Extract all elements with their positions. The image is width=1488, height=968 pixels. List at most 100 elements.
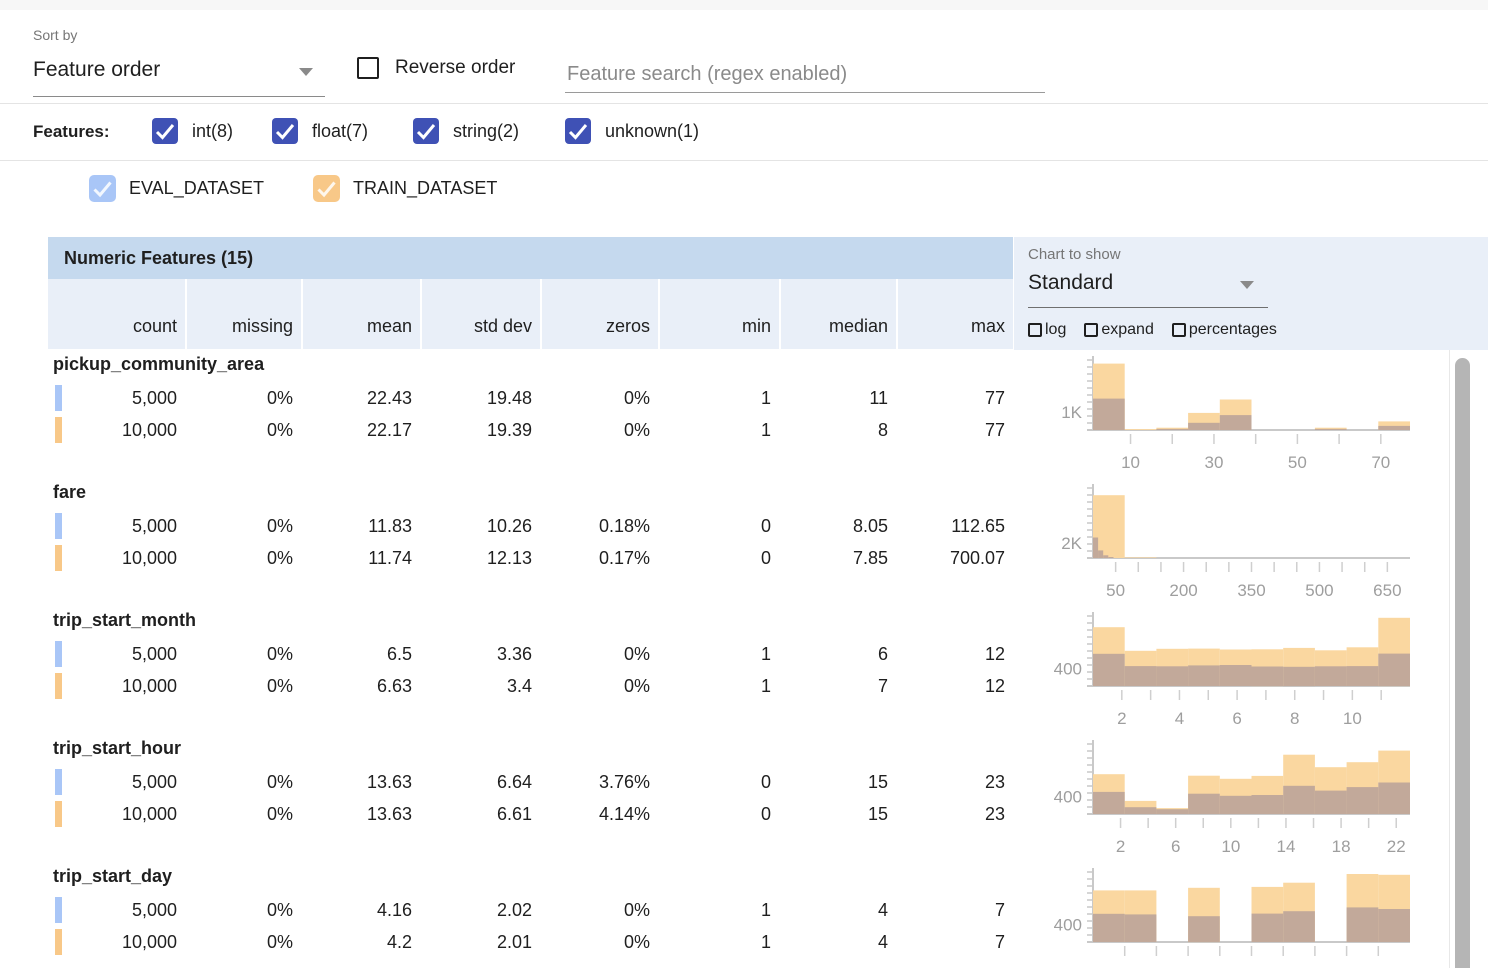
stat-value: 4: [779, 894, 896, 926]
stats-row: 10,0000%11.7412.130.17%07.85700.07: [48, 542, 1013, 574]
expand-checkbox[interactable]: expand: [1084, 321, 1154, 339]
filter-checkbox-string[interactable]: string(2): [413, 118, 519, 144]
stat-value: 1: [658, 382, 779, 414]
stat-value: 6.63: [301, 670, 420, 702]
chevron-down-icon: [299, 68, 313, 76]
y-axis-label: 400: [1054, 916, 1082, 935]
stat-value: 5,000: [48, 766, 185, 798]
reverse-order-checkbox[interactable]: Reverse order: [357, 57, 515, 79]
stat-value: 8.05: [779, 510, 896, 542]
dataset-color-swatch: [55, 545, 62, 571]
filter-checkbox-float[interactable]: float(7): [272, 118, 368, 144]
stat-value: 22.17: [301, 414, 420, 446]
feature-name: pickup_community_area: [53, 354, 264, 375]
stat-value: 5,000: [48, 510, 185, 542]
y-axis-label: 400: [1054, 660, 1082, 679]
checkbox-box: [89, 175, 116, 202]
chart-controls-panel: Chart to show Standard log expand percen…: [1014, 237, 1488, 350]
checkbox-box: [1172, 323, 1186, 337]
check-icon: [89, 175, 116, 202]
stat-value: 0%: [185, 414, 301, 446]
filter-checkbox-int[interactable]: int(8): [152, 118, 233, 144]
filter-label-unknown: unknown(1): [605, 121, 699, 142]
stat-value: 8: [779, 414, 896, 446]
dataset-color-swatch: [55, 769, 62, 795]
dataset-color-swatch: [55, 385, 62, 411]
stat-value: 23: [896, 798, 1013, 830]
percentages-checkbox[interactable]: percentages: [1172, 321, 1277, 339]
stat-value: 2.01: [420, 926, 540, 958]
stat-value: 700.07: [896, 542, 1013, 574]
x-axis-tick-label: 500: [1305, 581, 1333, 600]
search-input[interactable]: [565, 52, 1045, 92]
stat-value: 77: [896, 382, 1013, 414]
stat-value: 13.63: [301, 798, 420, 830]
x-axis-tick-label: 50: [1288, 453, 1307, 472]
sort-by-select[interactable]: Feature order: [33, 50, 325, 97]
stat-value: 11.83: [301, 510, 420, 542]
stat-value: 10,000: [48, 926, 185, 958]
stats-row: 5,0000%22.4319.480%11177: [48, 382, 1013, 414]
column-header-count: count: [48, 279, 185, 349]
feature-search-field: [565, 52, 1045, 93]
stat-value: 0.18%: [540, 510, 658, 542]
filter-label-string: string(2): [453, 121, 519, 142]
dataset-color-swatch: [55, 513, 62, 539]
dataset-color-swatch: [55, 673, 62, 699]
stat-value: 4.14%: [540, 798, 658, 830]
stat-value: 7: [779, 670, 896, 702]
x-axis-tick-label: 10: [1121, 453, 1140, 472]
log-checkbox[interactable]: log: [1028, 321, 1066, 339]
stat-value: 5,000: [48, 894, 185, 926]
x-axis-tick-label: 350: [1237, 581, 1265, 600]
stat-value: 10,000: [48, 670, 185, 702]
stat-value: 4.16: [301, 894, 420, 926]
stat-value: 12: [896, 638, 1013, 670]
x-axis-tick-label: 650: [1373, 581, 1401, 600]
divider: [0, 160, 1488, 161]
stat-value: 0: [658, 510, 779, 542]
check-icon: [152, 118, 178, 144]
x-axis-tick-label: 6: [1171, 837, 1180, 856]
reverse-order-label: Reverse order: [395, 57, 515, 79]
stat-value: 0%: [185, 638, 301, 670]
chart-type-select[interactable]: Standard: [1028, 267, 1268, 308]
checkbox-box: [313, 175, 340, 202]
check-icon: [413, 118, 439, 144]
stat-value: 1: [658, 926, 779, 958]
stat-value: 6.5: [301, 638, 420, 670]
dataset-color-swatch: [55, 641, 62, 667]
column-header-mean: mean: [301, 279, 420, 349]
stat-value: 0%: [185, 670, 301, 702]
train-dataset-checkbox[interactable]: TRAIN_DATASET: [313, 175, 497, 202]
check-icon: [272, 118, 298, 144]
stat-value: 0: [658, 542, 779, 574]
stat-value: 5,000: [48, 638, 185, 670]
column-header-max: max: [896, 279, 1013, 349]
stat-value: 0: [658, 766, 779, 798]
percentages-label: percentages: [1189, 321, 1277, 339]
chevron-down-icon: [1240, 281, 1254, 289]
stat-value: 0%: [540, 926, 658, 958]
stat-value: 1: [658, 414, 779, 446]
numeric-features-title: Numeric Features (15): [64, 248, 253, 269]
sort-by-value: Feature order: [33, 58, 160, 82]
scrollbar-thumb[interactable]: [1455, 358, 1470, 968]
stat-value: 10.26: [420, 510, 540, 542]
stat-value: 0%: [185, 766, 301, 798]
filter-checkbox-unknown[interactable]: unknown(1): [565, 118, 699, 144]
eval-dataset-checkbox[interactable]: EVAL_DATASET: [89, 175, 264, 202]
check-icon: [565, 118, 591, 144]
stats-row: 5,0000%13.636.643.76%01523: [48, 766, 1013, 798]
stats-row: 5,0000%11.8310.260.18%08.05112.65: [48, 510, 1013, 542]
dataset-color-swatch: [55, 417, 62, 443]
stat-value: 19.48: [420, 382, 540, 414]
feature-name: fare: [53, 482, 86, 503]
stat-value: 6: [779, 638, 896, 670]
x-axis-tick-label: 50: [1106, 581, 1125, 600]
stat-value: 6.61: [420, 798, 540, 830]
stat-value: 0: [658, 798, 779, 830]
stat-value: 0%: [185, 926, 301, 958]
stat-value: 112.65: [896, 510, 1013, 542]
stat-value: 10,000: [48, 542, 185, 574]
